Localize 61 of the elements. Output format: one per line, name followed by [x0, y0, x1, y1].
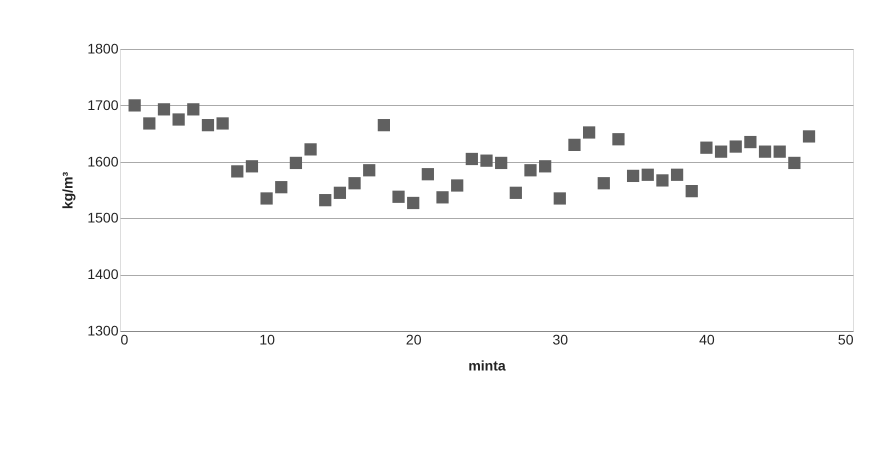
point [802, 130, 816, 143]
point [363, 164, 376, 176]
x-tick-label: 10 [259, 332, 276, 348]
point [524, 164, 537, 176]
point [231, 165, 244, 178]
point [466, 152, 478, 166]
point [378, 119, 390, 132]
point [319, 194, 332, 206]
x-tick-label: 0 [120, 332, 128, 348]
point [730, 140, 742, 153]
y-tick-label: 1500 [87, 210, 119, 226]
point [392, 190, 405, 203]
point [275, 181, 288, 194]
x-tick-label: 20 [406, 332, 422, 348]
point [260, 192, 273, 205]
point [539, 160, 552, 172]
point [187, 103, 200, 116]
point [656, 174, 669, 187]
y-tick-label: 1400 [87, 266, 119, 282]
point [216, 117, 229, 130]
point [568, 138, 581, 152]
point [202, 119, 214, 132]
point [642, 168, 654, 181]
x-tick-label: 50 [838, 332, 854, 348]
point [304, 143, 317, 156]
point [172, 113, 185, 126]
point [480, 154, 493, 167]
point [626, 170, 640, 182]
point [422, 168, 434, 180]
point [290, 156, 302, 170]
point [158, 103, 170, 116]
point [714, 146, 728, 158]
point [348, 177, 361, 190]
point [700, 142, 713, 154]
y-tick-label: 1700 [87, 96, 119, 113]
point [246, 160, 258, 172]
point [143, 117, 156, 130]
point [128, 99, 141, 112]
point [451, 179, 464, 192]
point [744, 136, 757, 148]
x-tick-label: 40 [699, 332, 715, 348]
point [758, 146, 772, 158]
x-axis-title: minta [468, 358, 506, 374]
point [670, 168, 684, 181]
y-tick-label: 1800 [87, 40, 119, 56]
point [598, 177, 610, 190]
point [788, 156, 800, 170]
point [495, 156, 508, 170]
y-tick-label: 1600 [87, 153, 119, 170]
point [510, 186, 522, 199]
x-tick-label: 30 [552, 332, 568, 348]
point [582, 126, 596, 139]
point [407, 196, 420, 210]
point [436, 191, 449, 204]
point [612, 133, 625, 146]
y-tick-label: 1300 [87, 322, 119, 338]
point [554, 192, 566, 205]
point [686, 185, 698, 198]
point [774, 146, 786, 158]
y-axis-title: kg/m³ [59, 171, 76, 210]
point [334, 186, 346, 199]
